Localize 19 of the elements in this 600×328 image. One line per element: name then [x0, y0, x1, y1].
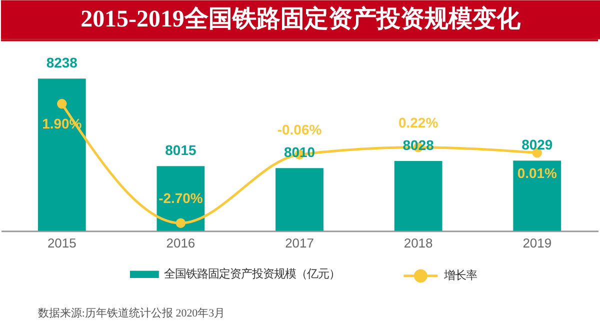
- data-label: 8029: [522, 136, 553, 153]
- x-tick-label: 2018: [404, 235, 433, 250]
- x-tick-label: 2019: [522, 235, 552, 250]
- data-label: -2.70%: [158, 190, 204, 206]
- data-label: 8238: [46, 54, 78, 71]
- chart-title: 2015-2019全国铁路固定资产投资规模变化: [80, 6, 522, 33]
- point: [57, 98, 67, 109]
- legend-label: 全国铁路固定资产投资规模（亿元）: [164, 267, 340, 280]
- data-label: 0.22%: [398, 114, 439, 130]
- data-label: 8028: [402, 137, 434, 154]
- data-label: 8015: [165, 142, 196, 158]
- x-tick-label: 2015: [47, 235, 76, 250]
- data-label: -0.06%: [277, 122, 322, 138]
- point: [176, 218, 186, 228]
- x-tick-label: 2017: [285, 235, 314, 250]
- legend-label: 增长率: [443, 268, 478, 282]
- x-tick-label: 2016: [166, 235, 196, 250]
- source-note: 数据来源:历年铁道统计公报 2020年3月: [38, 306, 226, 320]
- data-label: 0.01%: [517, 164, 558, 181]
